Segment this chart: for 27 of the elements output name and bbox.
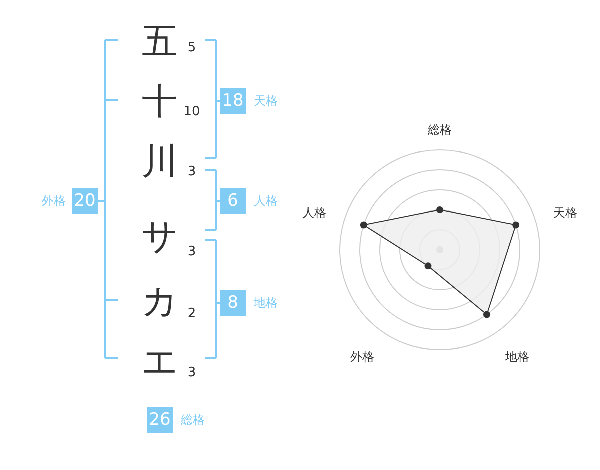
text: 5 (188, 40, 196, 56)
spoke-label: 外格 (350, 350, 374, 364)
text: 8 (228, 293, 238, 313)
text: 3 (188, 244, 196, 260)
text: 2 (188, 306, 196, 322)
text: 18 (222, 91, 244, 111)
text: 十 (142, 82, 178, 122)
text: 外格 (42, 194, 66, 208)
text: 天格 (254, 94, 278, 108)
text: 五 (142, 22, 178, 62)
text: 地格 (253, 296, 278, 310)
text: 川 (142, 142, 178, 182)
text: エ (142, 342, 178, 382)
spoke-label: 総格 (427, 123, 452, 137)
text: 10 (184, 104, 200, 120)
text: 人格 (254, 194, 278, 208)
text: 6 (228, 191, 238, 211)
spoke-label: 天格 (554, 206, 578, 220)
text: 3 (188, 366, 196, 380)
spoke-label: 地格 (504, 350, 530, 364)
text: 26 (149, 410, 171, 430)
text: 20 (74, 191, 96, 211)
text: 3 (188, 164, 196, 180)
text: サ (142, 216, 178, 258)
text: 総格 (180, 413, 205, 427)
spoke-label: 人格 (302, 206, 326, 220)
text: カ (142, 282, 178, 322)
